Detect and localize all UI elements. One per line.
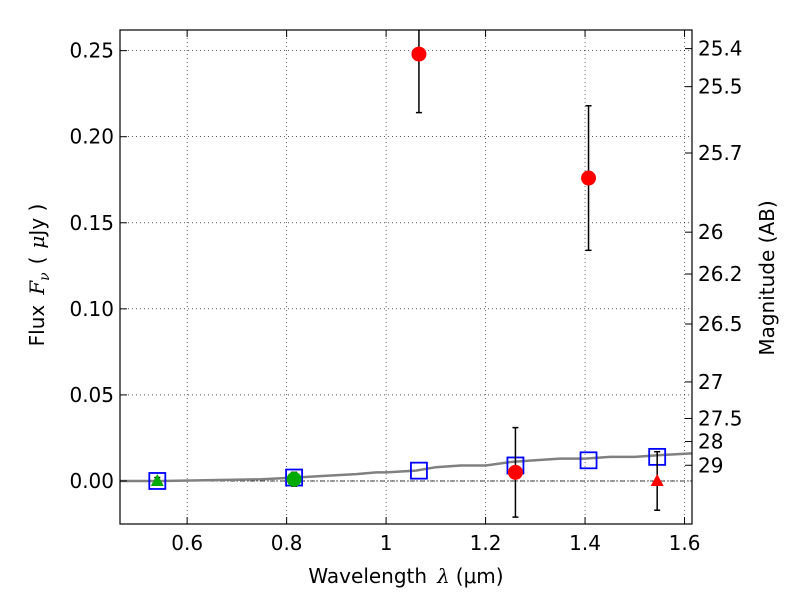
y-tick-label: 0.00	[69, 469, 114, 493]
detections-marker	[411, 46, 427, 62]
right-axis-tick-label: 27.5	[698, 406, 743, 430]
right-axis-tick-label: 27	[698, 370, 723, 394]
right-axis-tick-label: 26	[698, 220, 723, 244]
right-axis-tick-label: 25.7	[698, 141, 743, 165]
right-axis-title: Magnitude (AB)	[755, 200, 779, 355]
x-tick-label: 1	[380, 531, 393, 555]
y-tick-label: 0.15	[69, 211, 114, 235]
model-photometry-square	[410, 461, 428, 480]
y-tick-label: 0.05	[69, 383, 114, 407]
data-points	[148, 30, 667, 518]
model-photometry-square	[148, 472, 167, 490]
right-axis-tick-label: 26.5	[698, 312, 743, 336]
axis-ticks: 0.6 0.8 1 1.2 1.4 1.6 0.00 0.05 0.10 0.15 0.20 0.25…	[69, 30, 743, 555]
y-axis-title: FluxFν(μJy )	[25, 204, 53, 347]
right-axis-tick-label: 29	[698, 453, 723, 477]
optical-limit-marker	[150, 473, 164, 486]
x-tick-label: 1.4	[569, 531, 601, 555]
model-sed-curve-layer	[120, 452, 693, 483]
ir-limit-marker	[650, 473, 664, 486]
detections-marker	[507, 464, 523, 480]
y-tick-label: 0.20	[69, 125, 114, 149]
right-axis-tick-label: 25.4	[698, 37, 743, 61]
x-axis-title: Wavelength λ (μm)	[308, 564, 503, 588]
model-sed-line	[120, 452, 693, 483]
x-tick-label: 0.6	[171, 531, 203, 555]
right-axis-tick-label: 28	[698, 430, 723, 454]
x-tick-label: 0.8	[271, 531, 303, 555]
y-tick-label: 0.10	[69, 297, 114, 321]
plot-frame	[119, 29, 693, 525]
right-axis-tick-label: 26.2	[698, 262, 743, 286]
x-tick-label: 1.6	[669, 531, 701, 555]
detections-marker	[581, 170, 597, 186]
optical-marker	[286, 471, 302, 487]
model-photometry-square	[579, 451, 598, 470]
grid	[120, 30, 692, 524]
x-tick-label: 1.2	[470, 531, 502, 555]
right-axis-tick-label: 25.5	[698, 75, 743, 99]
y-tick-label: 0.25	[69, 39, 114, 63]
